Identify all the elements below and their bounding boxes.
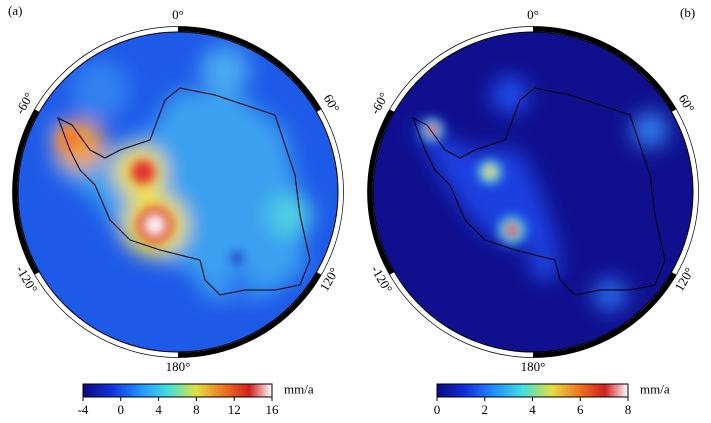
- longitude-label: 0°: [172, 7, 184, 22]
- frame-segment: [12, 109, 40, 275]
- colorbar-tick-label: 16: [266, 402, 280, 417]
- panel-label: (a): [8, 3, 22, 18]
- longitude-label: 180°: [166, 359, 191, 374]
- colorbar-tick-label: 4: [155, 402, 162, 417]
- map-border: [17, 31, 339, 353]
- frame-segment: [532, 26, 677, 112]
- colorbar-tick-label: 0: [118, 402, 125, 417]
- colorbar-tick-label: -4: [78, 402, 89, 417]
- frame-segment: [177, 272, 322, 358]
- frame-segment: [532, 272, 677, 358]
- longitude-label: 120°: [316, 265, 341, 294]
- colorbar-tick-label: 8: [625, 402, 632, 417]
- colorbar-tick-label: 0: [434, 402, 441, 417]
- map-border: [372, 31, 694, 353]
- colorbar-unit: mm/a: [284, 381, 314, 396]
- map-a: [18, 32, 338, 352]
- frame-segment: [367, 109, 395, 275]
- colorbar-tick-label: 8: [193, 402, 200, 417]
- frame-segment: [177, 26, 322, 112]
- map-b: [373, 32, 693, 352]
- frame-outer: [367, 26, 699, 358]
- panel-label: (b): [680, 5, 695, 20]
- colorbar-tick-label: 6: [577, 402, 584, 417]
- frame-outer: [12, 26, 344, 358]
- colorbar: [82, 383, 273, 398]
- longitude-label: 60°: [676, 92, 698, 115]
- longitude-label: 180°: [521, 359, 546, 374]
- colorbar-tick-label: 12: [228, 402, 241, 417]
- colorbar: [436, 383, 629, 398]
- longitude-label: 120°: [671, 265, 696, 294]
- colorbar-tick-label: 2: [482, 402, 489, 417]
- colorbar-unit: mm/a: [640, 381, 670, 396]
- longitude-label: 0°: [527, 7, 539, 22]
- longitude-label: 60°: [321, 92, 343, 115]
- colorbar-tick-label: 4: [529, 402, 536, 417]
